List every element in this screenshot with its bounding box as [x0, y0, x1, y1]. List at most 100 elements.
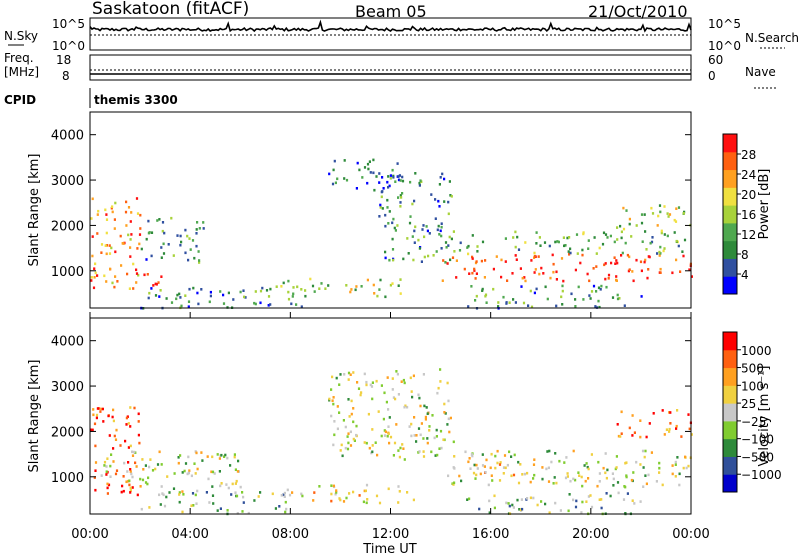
heatmap-cell	[620, 230, 623, 234]
colorbar-segment	[723, 276, 737, 295]
heatmap-cell	[339, 449, 342, 452]
heatmap-cell	[180, 304, 183, 308]
colorbar-tick-label: 8	[741, 248, 749, 262]
heatmap-cell	[333, 433, 336, 437]
heatmap-cell	[333, 159, 336, 163]
heatmap-cell	[331, 182, 335, 186]
heatmap-cell	[398, 174, 401, 177]
heatmap-cell	[147, 219, 150, 223]
heatmap-cell	[443, 200, 446, 203]
heatmap-cell	[408, 221, 412, 225]
heatmap-cell	[533, 458, 536, 461]
heatmap-cell	[552, 270, 555, 274]
heatmap-cell	[438, 447, 441, 450]
heatmap-cell	[674, 475, 677, 478]
heatmap-cell	[581, 248, 584, 252]
heatmap-cell	[558, 459, 561, 463]
heatmap-cell	[680, 435, 683, 438]
heatmap-cell	[105, 470, 108, 473]
heatmap-cell	[257, 495, 260, 498]
heatmap-cell	[568, 493, 571, 496]
heatmap-cell	[668, 411, 671, 414]
freq-tick-top: 18	[56, 53, 71, 67]
heatmap-cell	[530, 305, 534, 309]
heatmap-cell	[498, 463, 502, 466]
heatmap-cell	[413, 434, 416, 437]
heatmap-cell	[647, 268, 650, 271]
heatmap-cell	[129, 255, 132, 258]
heatmap-cell	[607, 277, 610, 280]
heatmap-cell	[284, 510, 287, 514]
heatmap-cell	[555, 278, 558, 281]
heatmap-cell	[332, 168, 335, 172]
heatmap-cell	[286, 488, 289, 492]
heatmap-cell	[656, 224, 659, 227]
heatmap-cell	[476, 250, 479, 253]
heatmap-cell	[186, 472, 189, 476]
heatmap-cell	[455, 276, 458, 279]
heatmap-cell	[614, 467, 617, 471]
heatmap-cell	[613, 256, 616, 259]
heatmap-cell	[420, 422, 423, 425]
heatmap-cell	[197, 302, 200, 306]
heatmap-cell	[523, 472, 527, 476]
heatmap-cell	[411, 202, 414, 206]
heatmap-cell	[336, 405, 339, 408]
heatmap-cell	[121, 242, 124, 245]
heatmap-cell	[397, 196, 400, 199]
heatmap-cell	[172, 487, 176, 490]
heatmap-cell	[533, 254, 536, 258]
heatmap-cell	[409, 376, 412, 380]
heatmap-cell	[129, 444, 132, 448]
nave-tick-top: 60	[708, 53, 723, 67]
heatmap-cell	[550, 460, 553, 464]
heatmap-cell	[413, 229, 416, 233]
heatmap-cell	[439, 380, 442, 383]
heatmap-cell	[184, 228, 187, 232]
heatmap-cell	[548, 244, 551, 248]
heatmap-cell	[148, 506, 151, 509]
heatmap-cell	[95, 416, 98, 420]
heatmap-cell	[195, 244, 198, 248]
heatmap-cell	[644, 258, 647, 262]
heatmap-cell	[467, 244, 470, 248]
heatmap-cell	[628, 222, 631, 226]
heatmap-cell	[490, 474, 493, 477]
heatmap-cell	[363, 489, 366, 493]
heatmap-cell	[517, 481, 521, 485]
heatmap-cell	[347, 371, 351, 375]
heatmap-cell	[517, 460, 520, 464]
power-colorbar: 4 8 12 16 20 24 28	[722, 133, 756, 295]
heatmap-cell	[371, 381, 374, 384]
heatmap-cell	[553, 476, 556, 479]
heatmap-cell	[388, 210, 391, 213]
heatmap-cell	[100, 474, 103, 477]
heatmap-cell	[663, 233, 666, 236]
heatmap-cell	[566, 236, 569, 240]
power-panel-frame	[89, 111, 692, 309]
heatmap-cell	[554, 452, 557, 455]
heatmap-cell	[587, 495, 590, 498]
heatmap-cell	[448, 235, 451, 239]
heatmap-cell	[616, 423, 619, 426]
heatmap-cell	[332, 396, 335, 399]
heatmap-cell	[533, 271, 536, 274]
heatmap-cell	[532, 496, 535, 500]
heatmap-cell	[149, 458, 152, 461]
heatmap-cell	[342, 500, 346, 503]
heatmap-cell	[534, 268, 537, 271]
heatmap-cell	[453, 250, 456, 253]
heatmap-cell	[625, 475, 628, 479]
heatmap-cell	[616, 226, 619, 229]
heatmap-cell	[630, 478, 633, 482]
power-heatmap-cells	[90, 158, 693, 310]
heatmap-cell	[562, 236, 565, 239]
heatmap-cell	[129, 425, 132, 428]
heatmap-cell	[467, 460, 470, 464]
heatmap-cell	[452, 230, 455, 233]
heatmap-cell	[414, 172, 417, 175]
heatmap-cell	[386, 198, 389, 202]
heatmap-cell	[399, 446, 402, 450]
colorbar-segment	[723, 420, 737, 440]
heatmap-cell	[97, 209, 100, 213]
